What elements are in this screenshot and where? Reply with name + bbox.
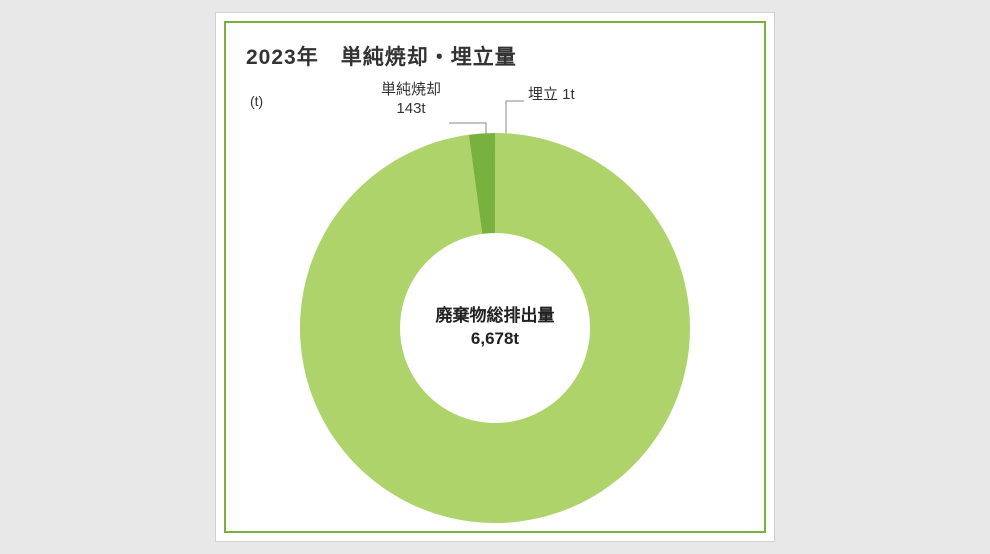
accent-border: 2023年 単純焼却・埋立量 (t) 単純焼却 143t 埋立 1t 廃棄物総排… (224, 21, 766, 533)
chart-card: 2023年 単純焼却・埋立量 (t) 単純焼却 143t 埋立 1t 廃棄物総排… (215, 12, 775, 542)
donut-chart: 廃棄物総排出量 6,678t (295, 128, 695, 528)
center-label-line2: 6,678t (471, 329, 519, 348)
center-label-line1: 廃棄物総排出量 (436, 306, 555, 325)
donut-center-label: 廃棄物総排出量 6,678t (436, 305, 555, 351)
